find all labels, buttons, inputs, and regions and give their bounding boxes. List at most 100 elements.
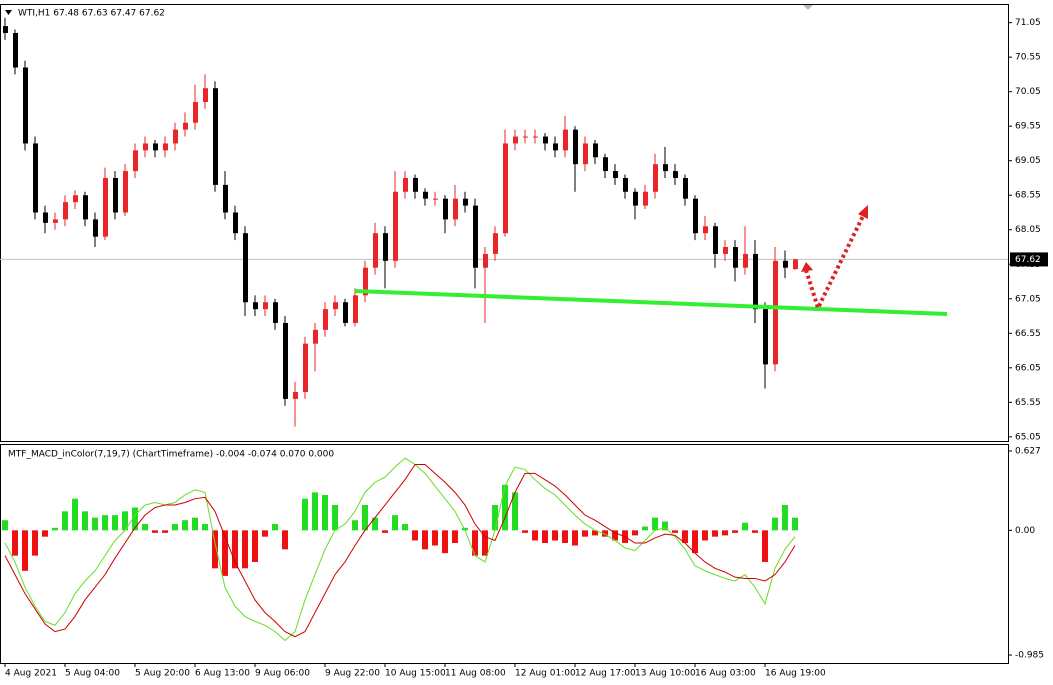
- histogram-bar: [262, 530, 268, 537]
- candle-body: [423, 191, 428, 199]
- y-tick-label: 71.05: [1015, 18, 1041, 28]
- shift-marker: [803, 5, 813, 10]
- histogram-bar: [192, 517, 198, 531]
- histogram-bar: [382, 530, 388, 533]
- candle-body: [703, 226, 708, 234]
- histogram-bar: [772, 517, 778, 531]
- histogram-bar: [642, 526, 648, 531]
- candle-body: [153, 143, 158, 151]
- histogram-bar: [442, 530, 448, 554]
- candle-body: [23, 67, 28, 144]
- candle-body: [683, 177, 688, 199]
- candle-body: [393, 191, 398, 261]
- histogram-bar: [652, 517, 658, 531]
- candle-body: [443, 198, 448, 220]
- histogram-bar: [72, 498, 78, 531]
- candle-body: [93, 219, 98, 237]
- candle-body: [643, 191, 648, 206]
- histogram-bar: [432, 530, 438, 546]
- candle-body: [543, 136, 548, 144]
- candle-body: [143, 143, 148, 151]
- candle-body: [453, 198, 458, 220]
- histogram-bar: [2, 520, 8, 531]
- candle-body: [233, 212, 238, 234]
- histogram-bar: [612, 530, 618, 541]
- candle-body: [373, 233, 378, 268]
- histogram-bar: [742, 522, 748, 531]
- candle-body: [103, 177, 108, 237]
- projection-arrow: [804, 213, 866, 314]
- candle-body: [673, 171, 678, 178]
- candle-body: [133, 150, 138, 172]
- x-tick-label: 16 Aug 03:00: [695, 669, 756, 679]
- candle-body: [353, 295, 358, 323]
- histogram-bar: [132, 507, 138, 531]
- histogram-bar: [102, 515, 108, 531]
- y-tick-label: 66.05: [1015, 363, 1041, 373]
- histogram-bar: [762, 530, 768, 562]
- candle-body: [43, 212, 48, 223]
- histogram-bar: [362, 505, 368, 531]
- candle-body: [283, 322, 288, 399]
- last-price-box: [1010, 252, 1048, 267]
- histogram-bar: [692, 530, 698, 554]
- candle-body: [743, 253, 748, 268]
- histogram-bar: [322, 494, 328, 531]
- candle-body: [223, 184, 228, 213]
- histogram-bar: [632, 530, 638, 536]
- histogram-bar: [22, 530, 28, 571]
- candle-body: [243, 233, 248, 303]
- x-tick-label: 5 Aug 04:00: [65, 669, 120, 679]
- candle-body: [593, 143, 598, 158]
- x-tick-label: 6 Aug 13:00: [195, 669, 250, 679]
- candle-body: [303, 343, 308, 392]
- histogram-bar: [422, 530, 428, 550]
- y-tick-label: 70.55: [1015, 53, 1041, 63]
- x-tick-label: 5 Aug 20:00: [135, 669, 190, 679]
- histogram-bar: [232, 530, 238, 569]
- indicator-line: [4, 457, 796, 642]
- chart-title: WTI,H1 67.48 67.63 67.47 67.62: [18, 9, 165, 19]
- y-tick-label: 68.05: [1015, 225, 1041, 235]
- histogram-bar: [542, 530, 548, 543]
- histogram-bar: [152, 530, 158, 533]
- candle-body: [263, 302, 268, 310]
- candle-body: [203, 88, 208, 103]
- y-tick-label: 67.05: [1015, 294, 1041, 304]
- y-tick-label: 70.05: [1015, 87, 1041, 97]
- histogram-bar: [552, 530, 558, 541]
- candle-body: [433, 198, 438, 200]
- candle-body: [493, 233, 498, 254]
- histogram-bar: [582, 530, 588, 537]
- candle-body: [473, 205, 478, 268]
- histogram-bar: [142, 524, 148, 531]
- histogram-bar: [452, 530, 458, 543]
- histogram-bar: [392, 515, 398, 531]
- arrow-head: [801, 262, 813, 272]
- histogram-bar: [252, 530, 258, 562]
- y-tick-label: 69.05: [1015, 156, 1041, 166]
- histogram-bar: [672, 530, 678, 533]
- candle-body: [523, 136, 528, 138]
- candle-body: [413, 177, 418, 192]
- candle-body: [273, 302, 278, 323]
- candle-body: [213, 88, 218, 185]
- candle-body: [323, 309, 328, 330]
- y-tick-label: 65.55: [1015, 398, 1041, 408]
- histogram-bar: [472, 530, 478, 556]
- histogram-bar: [792, 517, 798, 531]
- histogram-bar: [52, 527, 58, 531]
- histogram-bar: [482, 530, 488, 556]
- candle-body: [83, 195, 88, 220]
- y-tick-label: 66.55: [1015, 329, 1041, 339]
- candle-body: [383, 233, 388, 261]
- candle-body: [613, 171, 618, 178]
- histogram-bar: [722, 530, 728, 536]
- histogram-bar: [402, 524, 408, 531]
- x-tick-label: 4 Aug 2021: [5, 669, 57, 679]
- candle-body: [53, 219, 58, 223]
- histogram-bar: [62, 511, 68, 531]
- histogram-bar: [702, 530, 708, 541]
- histogram-bar: [212, 530, 218, 569]
